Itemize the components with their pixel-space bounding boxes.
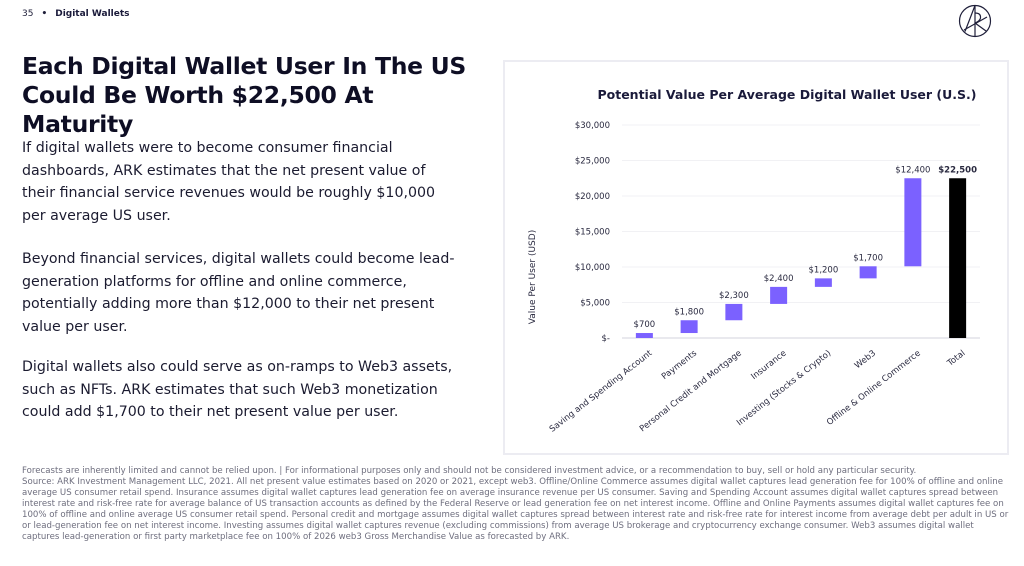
y-tick-label: $- — [602, 334, 610, 344]
waterfall-chart: Potential Value Per Average Digital Wall… — [528, 87, 980, 435]
chart-title: Potential Value Per Average Digital Wall… — [597, 87, 976, 102]
y-tick-label: $30,000 — [575, 121, 610, 131]
y-tick-label: $5,000 — [580, 299, 610, 309]
y-tick-label: $20,000 — [575, 192, 610, 202]
y-tick-label: $15,000 — [575, 228, 610, 238]
headline: Each Digital Wallet User In The US Could… — [22, 52, 467, 138]
data-label: $2,400 — [764, 274, 794, 284]
y-tick-label: $10,000 — [575, 263, 610, 273]
increment-bar — [904, 178, 922, 267]
data-label: $22,500 — [938, 165, 977, 175]
data-label: $1,700 — [853, 253, 883, 263]
data-label: $1,200 — [809, 265, 839, 275]
x-tick-label: Payments — [660, 348, 699, 382]
x-tick-label: Web3 — [853, 348, 878, 371]
paragraph-web3: Digital wallets also could serve as on-r… — [22, 359, 453, 420]
increment-bar — [680, 320, 698, 334]
increment-bar — [859, 266, 877, 279]
chart-frame: Potential Value Per Average Digital Wall… — [503, 60, 1009, 455]
increment-bar — [635, 333, 653, 338]
disclaimer-text: Forecasts are inherently limited and can… — [22, 466, 917, 476]
data-label: $700 — [634, 320, 656, 330]
paragraph-commerce: Beyond financial services, digital walle… — [22, 251, 455, 335]
y-tick-label: $25,000 — [575, 157, 610, 167]
slide-header: 35 • Digital Wallets — [22, 9, 130, 19]
page-number: 35 — [22, 9, 34, 19]
increment-bar — [814, 278, 832, 287]
x-tick-label: Saving and Spending Account — [548, 348, 655, 435]
y-axis-label: Value Per User (USD) — [528, 230, 538, 324]
paragraph-financial-services: If digital wallets were to become consum… — [22, 140, 436, 224]
total-bar — [949, 178, 967, 338]
section-title: Digital Wallets — [55, 9, 130, 19]
header-separator: • — [41, 9, 48, 19]
x-tick-label: Investing (Stocks & Crypto) — [735, 348, 833, 428]
x-tick-label: Total — [945, 348, 968, 369]
data-label: $12,400 — [895, 165, 930, 175]
increment-bar — [770, 286, 788, 304]
ark-logo-icon — [958, 4, 992, 38]
x-tick-label: Insurance — [749, 348, 788, 382]
data-label: $2,300 — [719, 291, 749, 301]
data-label: $1,800 — [674, 307, 704, 317]
increment-bar — [725, 303, 743, 321]
x-tick-label: Offline & Online Commerce — [825, 348, 923, 427]
footnote: Forecasts are inherently limited and can… — [22, 466, 1012, 543]
source-text: Source: ARK Investment Management LLC, 2… — [22, 477, 1009, 542]
